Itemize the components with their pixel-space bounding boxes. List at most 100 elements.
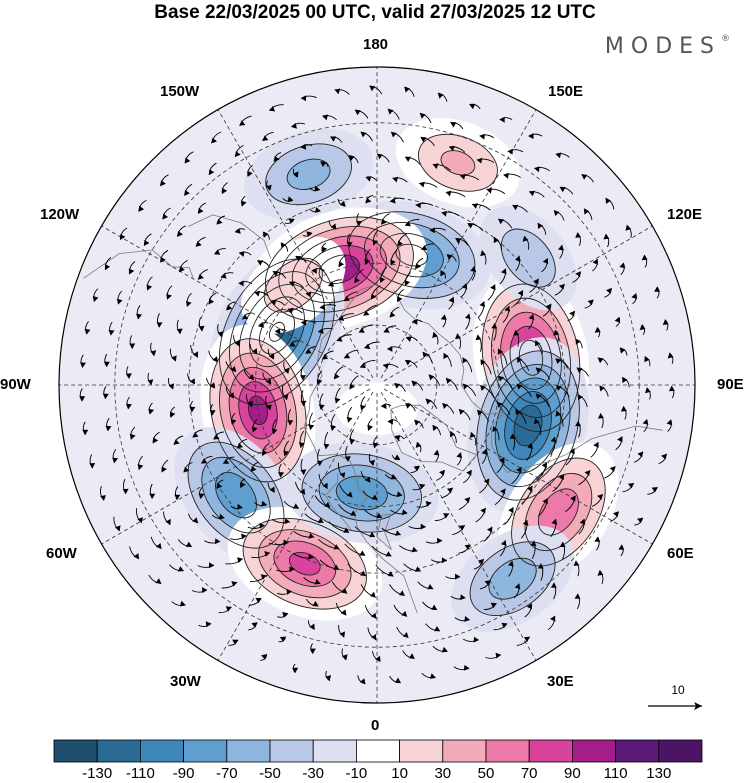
wind-arrow <box>379 266 388 283</box>
colorbar-tick-label: 130 <box>646 765 672 782</box>
coastline <box>187 214 272 259</box>
latitude-circle <box>188 196 566 574</box>
wind-arrow <box>225 361 237 373</box>
wind-arrow <box>339 484 353 498</box>
wind-arrow <box>318 393 325 410</box>
wind-arrow <box>169 348 177 362</box>
wind-arrow <box>555 358 569 369</box>
wind-arrow <box>641 254 648 268</box>
wind-arrow <box>513 330 520 347</box>
wind-arrow <box>403 563 421 572</box>
wind-arrow <box>240 478 246 488</box>
wind-arrow <box>450 122 464 130</box>
wind-arrow <box>346 406 353 423</box>
contour-line <box>481 283 581 432</box>
wind-arrow <box>390 131 404 143</box>
wind-arrow <box>284 218 295 224</box>
wind-arrow <box>567 310 575 322</box>
wind-arrow <box>305 291 322 298</box>
colorbar-swatch <box>442 739 487 763</box>
anomaly-level <box>441 150 475 175</box>
wind-arrow <box>541 258 549 273</box>
lon-label-120e: 120E <box>667 206 703 223</box>
wind-arrow <box>191 587 208 594</box>
wind-arrow <box>195 236 206 247</box>
colorbar-swatch <box>485 739 530 763</box>
wind-arrow <box>446 254 457 262</box>
wind-arrow <box>283 440 290 457</box>
wind-arrow <box>113 516 121 532</box>
wind-arrow <box>443 352 452 367</box>
colorbar-swatch <box>312 739 357 763</box>
registered-mark: ® <box>721 34 730 44</box>
wind-arrow <box>404 272 411 286</box>
wind-arrow <box>535 340 543 354</box>
wind-arrow <box>360 131 373 142</box>
wind-arrow <box>642 419 649 433</box>
contour-line <box>269 321 285 342</box>
wind-arrow <box>547 615 556 631</box>
wind-arrow <box>211 131 222 144</box>
wind-arrow <box>185 292 192 307</box>
contour-line <box>301 453 423 533</box>
wind-arrow <box>550 436 557 455</box>
wind-arrow <box>536 462 548 481</box>
wind-arrow <box>104 257 112 271</box>
wind-arrow <box>362 490 378 500</box>
wind-arrow <box>467 223 484 232</box>
wind-arrow <box>591 493 604 507</box>
map-title: Base 22/03/2025 00 UTC, valid 27/03/2025… <box>154 2 596 23</box>
wind-arrow <box>476 409 489 423</box>
wind-arrow <box>197 269 208 280</box>
wind-arrow <box>619 262 626 276</box>
wind-arrow <box>173 435 184 445</box>
contour-line <box>273 540 337 587</box>
wind-arrow <box>389 306 400 318</box>
wind-arrow <box>148 574 162 584</box>
wind-arrow <box>390 509 408 516</box>
wind-arrow <box>204 538 221 545</box>
wind-arrow <box>277 612 289 618</box>
wind-arrow <box>550 582 557 600</box>
wind-arrow <box>458 497 471 510</box>
wind-arrow <box>354 269 364 284</box>
wind-arrow <box>233 335 241 347</box>
wind-arrow <box>512 204 528 213</box>
wind-arrow <box>190 344 199 358</box>
wind-arrow <box>479 133 495 140</box>
colorbar-swatch <box>226 739 271 763</box>
wind-arrow <box>162 207 171 220</box>
wind-arrow <box>667 352 674 364</box>
wind-arrow <box>344 543 366 556</box>
contour-line <box>485 363 571 488</box>
wind-arrow <box>415 441 422 453</box>
wind-arrow <box>526 443 534 461</box>
wind-arrow <box>494 488 506 506</box>
wind-arrow <box>584 299 594 309</box>
colorbar-tick-label: 50 <box>477 765 495 782</box>
wind-arrow <box>249 343 258 355</box>
wind-arrow <box>462 469 472 484</box>
wind-arrow <box>455 238 469 246</box>
anomaly-field <box>59 67 695 703</box>
wind-arrow <box>422 601 438 611</box>
wind-arrow <box>376 153 390 163</box>
wind-arrow <box>594 327 601 338</box>
colorbar-tick-label: 30 <box>434 765 452 782</box>
wind-arrow <box>364 248 371 265</box>
wind-arrow <box>367 627 377 641</box>
wind-arrow <box>367 418 373 431</box>
wind-arrow <box>332 581 348 594</box>
lon-label-30e: 30E <box>547 673 574 690</box>
wind-arrow <box>639 324 646 335</box>
wind-arrow <box>295 481 306 495</box>
wind-arrow <box>554 283 565 296</box>
wind-arrow <box>504 507 514 525</box>
wind-arrow <box>239 115 252 126</box>
wind-arrow <box>360 584 376 598</box>
coastline <box>376 514 392 550</box>
wind-arrow <box>499 116 513 123</box>
wind-arrow <box>412 318 423 325</box>
wind-arrow <box>477 301 486 319</box>
wind-arrow <box>262 231 270 240</box>
